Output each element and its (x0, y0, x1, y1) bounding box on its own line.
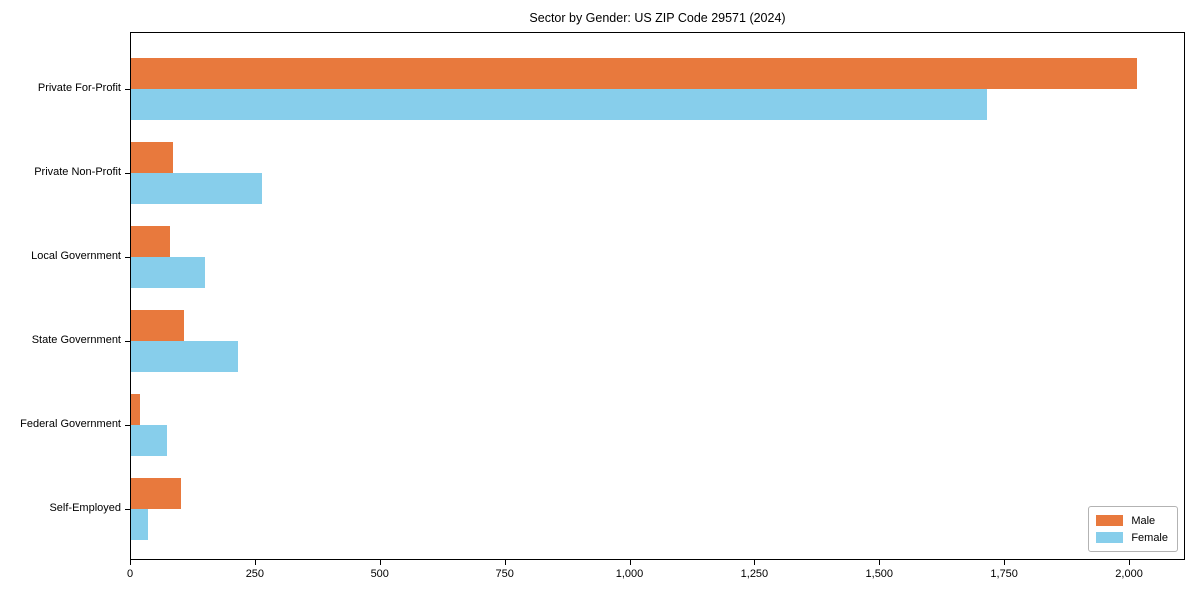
x-axis-tick (1004, 560, 1006, 565)
chart-title: Sector by Gender: US ZIP Code 29571 (202… (529, 11, 786, 25)
y-axis-tick (125, 509, 130, 510)
bar-male-4 (131, 393, 140, 425)
bar-female-1 (131, 172, 262, 204)
x-tick-label: 500 (370, 568, 389, 580)
legend: Male Female (1088, 506, 1178, 552)
bar-female-2 (131, 256, 205, 288)
y-axis-tick (125, 88, 130, 90)
y-tick-label: Private Non-Profit (34, 165, 121, 178)
x-axis-tick (254, 560, 256, 565)
bar-male-1 (131, 141, 173, 173)
x-tick-label: 1,250 (740, 568, 769, 580)
y-tick-label: Federal Government (20, 417, 121, 430)
y-axis-tick (125, 172, 130, 174)
bar-male-2 (131, 225, 170, 257)
y-axis-tick (125, 424, 130, 426)
x-tick-label: 750 (495, 568, 514, 580)
x-tick-label: 250 (245, 568, 265, 580)
legend-label-male: Male (1131, 514, 1156, 527)
legend-item-female: Female (1096, 529, 1168, 546)
y-tick-label: Self-Employed (49, 502, 121, 514)
x-axis-tick (754, 560, 756, 565)
x-axis-tick (1129, 560, 1131, 565)
legend-swatch-male (1096, 515, 1124, 526)
x-tick-label: 2,000 (1115, 568, 1143, 580)
y-tick-label: Local Government (31, 249, 121, 262)
y-axis-tick (125, 256, 130, 258)
x-tick-label: 1,000 (615, 568, 644, 580)
bar-female-4 (131, 424, 167, 456)
bar-female-0 (131, 88, 987, 120)
x-tick-label: 0 (126, 568, 134, 580)
y-axis-tick (125, 340, 130, 342)
legend-item-male: Male (1096, 512, 1168, 529)
y-tick-label: State Government (31, 333, 121, 346)
x-axis-tick (879, 560, 881, 565)
bar-female-5 (131, 509, 148, 540)
x-axis-tick (130, 560, 131, 565)
legend-swatch-female (1096, 532, 1124, 543)
plot-area: Male Female (130, 32, 1185, 560)
bar-male-3 (131, 309, 184, 341)
y-tick-label: Private For-Profit (37, 81, 121, 94)
x-axis-tick (379, 560, 381, 565)
x-tick-label: 1,750 (990, 568, 1018, 580)
x-axis-tick (504, 560, 506, 565)
x-tick-label: 1,500 (865, 568, 894, 580)
bar-male-5 (131, 478, 181, 509)
legend-label-female: Female (1131, 531, 1168, 544)
bar-female-3 (131, 340, 238, 372)
x-axis-tick (629, 560, 631, 565)
bar-male-0 (131, 57, 1137, 89)
